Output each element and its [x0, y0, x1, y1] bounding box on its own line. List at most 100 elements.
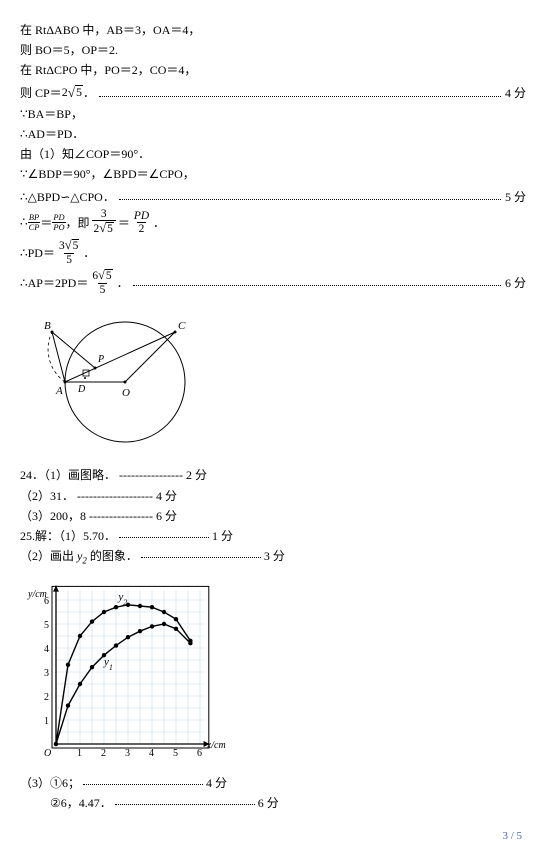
num: 3√5	[57, 238, 81, 253]
circle-diagram-svg: A B C D O P	[20, 302, 210, 452]
dashes: ----------------	[119, 468, 183, 482]
score: 6 分	[156, 509, 177, 523]
score: 6 分	[258, 796, 279, 810]
text: ，即	[66, 214, 90, 231]
den: CP	[28, 222, 41, 232]
den: 5	[98, 283, 108, 296]
score: 5 分	[505, 188, 526, 205]
num: 6√5	[90, 268, 114, 283]
score: 3 分	[264, 549, 285, 563]
svg-text:y2: y2	[117, 591, 127, 607]
text-line: 由（1）知∠COP＝90°．	[20, 145, 526, 164]
dashes: -------------------	[77, 489, 153, 503]
num: 3	[99, 208, 109, 220]
label-a: A	[55, 385, 63, 397]
dotted-leader	[119, 537, 209, 538]
svg-text:6: 6	[197, 748, 202, 759]
svg-text:1: 1	[44, 716, 49, 727]
math-line-cp: 则 CP＝ 2√5 ． 4 分	[20, 83, 526, 103]
svg-text:5: 5	[173, 748, 178, 759]
q25-line1: 25.解：（1）5.70． 1 分	[20, 527, 526, 546]
text-line: ∴AD＝PD．	[20, 125, 526, 144]
svg-text:2: 2	[101, 748, 106, 759]
num: BP	[28, 213, 40, 222]
text: ．	[117, 274, 129, 291]
text: （2）31．	[20, 489, 74, 503]
svg-text:3: 3	[125, 748, 130, 759]
math-line-ratio: ∴ BP CP ＝ PD PO ，即 3 2√5 ＝ PD 2 ．	[20, 208, 526, 236]
svg-text:4: 4	[44, 644, 49, 655]
label-d: D	[77, 384, 86, 395]
text: ．	[83, 244, 95, 261]
svg-text:2: 2	[44, 692, 49, 703]
score: 4 分	[206, 776, 227, 790]
label-p: P	[97, 354, 104, 365]
score: 4 分	[505, 84, 526, 101]
text: ＝	[40, 214, 52, 231]
text: ．	[83, 84, 95, 101]
num: PD	[52, 213, 65, 222]
frac-bp-cp: BP CP	[28, 213, 41, 232]
page-footer: 3 / 5	[502, 830, 522, 842]
text: 的图象．	[90, 549, 138, 563]
score: 1 分	[212, 529, 233, 543]
text: ∴PD＝	[20, 244, 55, 261]
dotted-leader	[83, 784, 203, 785]
den: 5	[64, 253, 74, 266]
label-c: C	[178, 320, 186, 332]
text: ∵BA＝BP，	[20, 107, 83, 121]
q25-line2: （2）画出 y2 的图象． 3 分	[20, 547, 526, 568]
dotted-leader	[133, 278, 501, 286]
math-line-pd: ∴PD＝ 3√5 5 ．	[20, 238, 526, 266]
sqrt-2root5: 2√5	[62, 85, 83, 101]
frac-6root5-5: 6√5 5	[90, 268, 114, 296]
svg-text:1: 1	[77, 748, 82, 759]
circle-diagram: A B C D O P	[20, 302, 526, 456]
text-line: ∵BA＝BP，	[20, 105, 526, 124]
text: ．	[153, 214, 165, 231]
svg-text:3: 3	[44, 668, 49, 679]
dotted-leader	[119, 192, 501, 200]
frac-3-2root5: 3 2√5	[92, 208, 116, 236]
score: 2 分	[186, 468, 207, 482]
text: 在 RtΔCPO 中，PO＝2，CO＝4，	[20, 63, 196, 77]
dashes: ----------------	[89, 509, 153, 523]
text: ∴△BPD∽△CPO．	[20, 188, 115, 205]
text: 由（1）知∠COP＝90°．	[20, 147, 150, 161]
q24-line2: （2）31． ------------------- 4 分	[20, 487, 526, 506]
math-line-ap: ∴AP＝2PD＝ 6√5 5 ． 6 分	[20, 268, 526, 296]
text-line: 在 RtΔCPO 中，PO＝2，CO＝4，	[20, 61, 526, 80]
dotted-leader	[99, 88, 501, 96]
text-line: ∵∠BDP＝90°，∠BPD＝∠CPO，	[20, 165, 526, 184]
text: ②6，4.47．	[50, 796, 112, 810]
text: ∴AP＝2PD＝	[20, 274, 88, 291]
label-b: B	[44, 320, 51, 332]
text: ∵∠BDP＝90°，∠BPD＝∠CPO，	[20, 167, 195, 181]
q24-line3: （3）200，8 ---------------- 6 分	[20, 507, 526, 526]
svg-text:5: 5	[44, 620, 49, 631]
den: 2	[137, 222, 147, 235]
q24-line1: 24．（1）画图略． ---------------- 2 分	[20, 466, 526, 485]
chart-container: 123456123456Ox/cmy/cmy1y2	[20, 574, 526, 768]
text: ∴AD＝PD．	[20, 127, 84, 141]
math-line-similar: ∴△BPD∽△CPO． 5 分	[20, 186, 526, 206]
text: （3）200，8	[20, 509, 89, 523]
text: 则 BO＝5，OP＝2.	[20, 43, 118, 57]
text: 则 CP＝	[20, 84, 62, 101]
chart-svg: 123456123456Ox/cmy/cmy1y2	[20, 574, 250, 764]
frac-pd-2: PD 2	[132, 210, 151, 235]
svg-text:y/cm: y/cm	[27, 589, 47, 600]
svg-text:y1: y1	[103, 656, 113, 672]
text-line: 则 BO＝5，OP＝2.	[20, 41, 526, 60]
frac-pd-po: PD PO	[52, 213, 65, 232]
q25-line4: ②6，4.47． 6 分	[20, 794, 526, 813]
page-number: 3 / 5	[502, 830, 522, 842]
den: PO	[52, 222, 65, 232]
svg-text:4: 4	[149, 748, 154, 759]
text: （3）①6；	[20, 776, 80, 790]
text: 25.解：（1）5.70．	[20, 529, 116, 543]
text: 24．（1）画图略．	[20, 468, 116, 482]
text: ＝	[118, 214, 130, 231]
label-o: O	[122, 387, 130, 399]
frac-3root5-5: 3√5 5	[57, 238, 81, 266]
